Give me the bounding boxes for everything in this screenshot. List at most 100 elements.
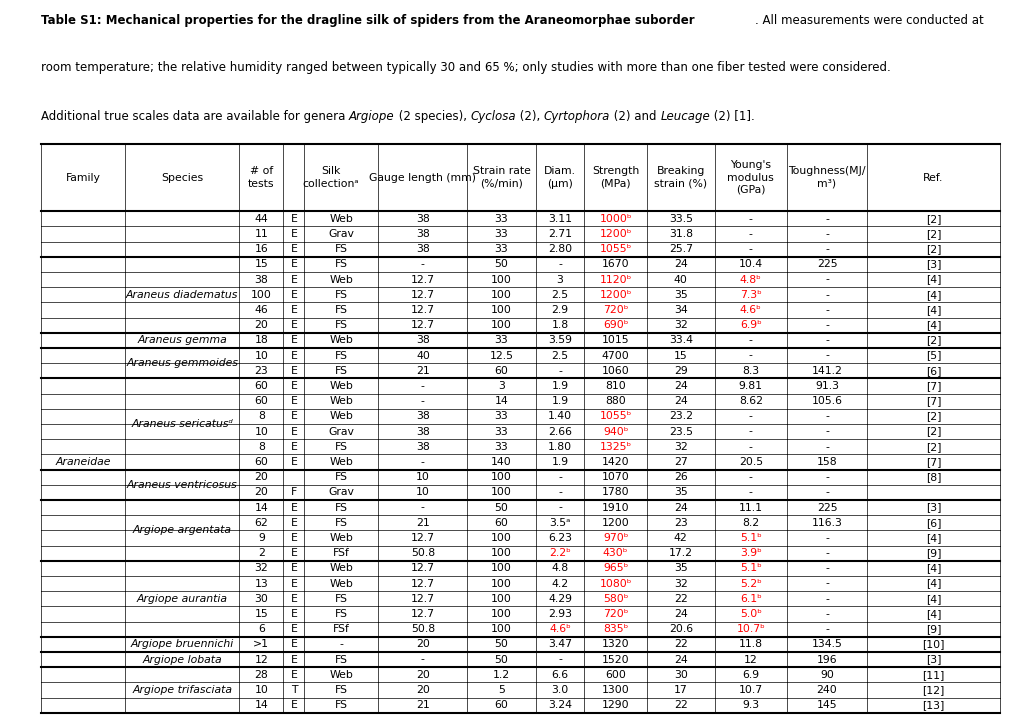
- Text: 1060: 1060: [601, 366, 629, 376]
- Text: 134.5: 134.5: [811, 639, 842, 649]
- Text: [2]: [2]: [925, 244, 941, 254]
- Text: E: E: [290, 624, 298, 634]
- Text: 11.8: 11.8: [738, 639, 762, 649]
- Text: 2.2ᵇ: 2.2ᵇ: [548, 548, 571, 558]
- Text: 8.2: 8.2: [742, 518, 758, 528]
- Text: 1070: 1070: [601, 472, 629, 482]
- Text: 12.7: 12.7: [411, 274, 434, 284]
- Text: 12.7: 12.7: [411, 320, 434, 330]
- Text: Toughness(MJ/
m³): Toughness(MJ/ m³): [788, 166, 865, 189]
- Text: Leucage: Leucage: [660, 110, 709, 123]
- Text: 3.59: 3.59: [547, 336, 572, 346]
- Text: 810: 810: [604, 381, 626, 391]
- Text: [11]: [11]: [921, 670, 944, 680]
- Text: 30: 30: [254, 594, 268, 604]
- Text: E: E: [290, 381, 298, 391]
- Text: -: -: [824, 351, 828, 361]
- Text: 40: 40: [416, 351, 429, 361]
- Text: 60: 60: [254, 381, 268, 391]
- Text: 50: 50: [494, 639, 507, 649]
- Text: [2]: [2]: [925, 336, 941, 346]
- Text: -: -: [557, 259, 561, 269]
- Text: 12: 12: [254, 654, 268, 665]
- Text: 3.11: 3.11: [547, 214, 572, 224]
- Text: 5: 5: [497, 685, 504, 695]
- Text: F: F: [290, 487, 297, 498]
- Text: 44: 44: [254, 214, 268, 224]
- Text: E: E: [290, 336, 298, 346]
- Text: Argiope lobata: Argiope lobata: [143, 654, 222, 665]
- Text: Web: Web: [329, 274, 353, 284]
- Text: 4.8ᵇ: 4.8ᵇ: [739, 274, 761, 284]
- Text: -: -: [557, 472, 561, 482]
- Text: 33.4: 33.4: [668, 336, 692, 346]
- Text: [3]: [3]: [925, 503, 941, 513]
- Text: [2]: [2]: [925, 229, 941, 239]
- Text: -: -: [824, 289, 828, 300]
- Text: 100: 100: [490, 274, 512, 284]
- Text: [4]: [4]: [925, 289, 941, 300]
- Text: Web: Web: [329, 396, 353, 406]
- Text: 31.8: 31.8: [668, 229, 692, 239]
- Text: -: -: [748, 214, 752, 224]
- Text: E: E: [290, 442, 298, 451]
- Text: 28: 28: [254, 670, 268, 680]
- Text: FS: FS: [334, 518, 347, 528]
- Text: 1420: 1420: [601, 457, 629, 467]
- Text: 33: 33: [494, 336, 507, 346]
- Text: E: E: [290, 457, 298, 467]
- Text: Young's
modulus
(GPa): Young's modulus (GPa): [727, 160, 773, 195]
- Text: 100: 100: [490, 320, 512, 330]
- Text: 20.6: 20.6: [668, 624, 692, 634]
- Text: Web: Web: [329, 411, 353, 421]
- Text: 140: 140: [490, 457, 512, 467]
- Text: Web: Web: [329, 533, 353, 543]
- Text: Table S1: Mechanical properties for the dragline silk of spiders from the Araneo: Table S1: Mechanical properties for the …: [41, 14, 694, 27]
- Text: [3]: [3]: [925, 654, 941, 665]
- Text: -: -: [748, 487, 752, 498]
- Text: -: -: [824, 594, 828, 604]
- Text: 1120ᵇ: 1120ᵇ: [599, 274, 631, 284]
- Text: 1055ᵇ: 1055ᵇ: [599, 411, 631, 421]
- Text: 12: 12: [743, 654, 757, 665]
- Text: 24: 24: [674, 654, 687, 665]
- Text: -: -: [748, 411, 752, 421]
- Text: 3.0: 3.0: [551, 685, 568, 695]
- Text: [5]: [5]: [925, 351, 941, 361]
- Text: 42: 42: [674, 533, 687, 543]
- Text: 9.3: 9.3: [742, 700, 758, 710]
- Text: -: -: [748, 426, 752, 436]
- Text: 12.5: 12.5: [489, 351, 513, 361]
- Text: 38: 38: [416, 426, 429, 436]
- Text: 970ᵇ: 970ᵇ: [602, 533, 628, 543]
- Text: 240: 240: [816, 685, 837, 695]
- Text: (2),: (2),: [516, 110, 543, 123]
- Text: 33: 33: [494, 229, 507, 239]
- Text: FS: FS: [334, 700, 347, 710]
- Text: [2]: [2]: [925, 214, 941, 224]
- Text: E: E: [290, 274, 298, 284]
- Text: 1.2: 1.2: [492, 670, 510, 680]
- Text: E: E: [290, 533, 298, 543]
- Text: FS: FS: [334, 654, 347, 665]
- Text: [7]: [7]: [925, 457, 941, 467]
- Text: -: -: [748, 351, 752, 361]
- Text: 17: 17: [674, 685, 687, 695]
- Text: 90: 90: [819, 670, 834, 680]
- Text: 1320: 1320: [601, 639, 629, 649]
- Text: 100: 100: [490, 487, 512, 498]
- Text: T: T: [290, 685, 297, 695]
- Text: 4.6ᵇ: 4.6ᵇ: [548, 624, 571, 634]
- Text: 33: 33: [494, 244, 507, 254]
- Text: 33: 33: [494, 442, 507, 451]
- Text: (2) and: (2) and: [609, 110, 660, 123]
- Text: FS: FS: [334, 351, 347, 361]
- Text: FS: FS: [334, 442, 347, 451]
- Text: 100: 100: [490, 609, 512, 619]
- Text: -: -: [824, 244, 828, 254]
- Text: Cyclosa: Cyclosa: [470, 110, 516, 123]
- Text: . All measurements were conducted at: . All measurements were conducted at: [754, 14, 983, 27]
- Text: 6.1ᵇ: 6.1ᵇ: [739, 594, 761, 604]
- Text: 8.3: 8.3: [742, 366, 758, 376]
- Text: [6]: [6]: [925, 366, 941, 376]
